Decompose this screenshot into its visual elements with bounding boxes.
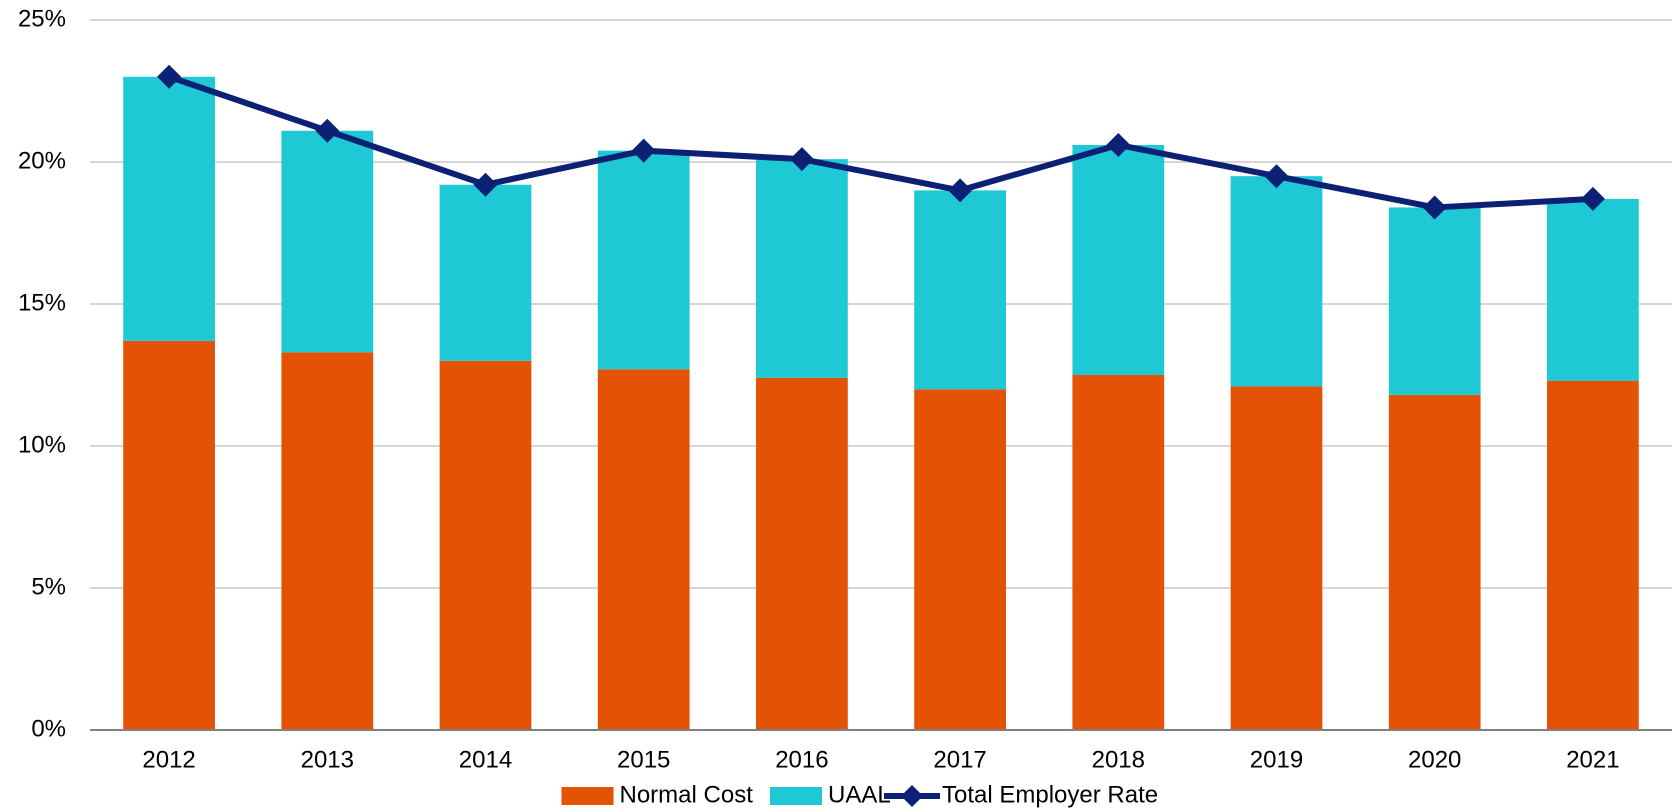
marker bbox=[789, 147, 814, 172]
line bbox=[168, 73, 1594, 211]
marker bbox=[473, 172, 498, 197]
x-tick-label: 2017 bbox=[933, 746, 986, 773]
bar bbox=[123, 340, 215, 730]
y-tick-label: 25% bbox=[18, 5, 66, 32]
legend-label: Normal Cost bbox=[620, 781, 754, 808]
bar bbox=[1388, 394, 1481, 730]
x-tick-label: 2020 bbox=[1408, 746, 1461, 773]
bar bbox=[1547, 380, 1639, 730]
bar bbox=[756, 159, 848, 378]
legend-label: UAAL bbox=[828, 781, 891, 808]
bar bbox=[914, 389, 1006, 730]
bar bbox=[756, 377, 848, 730]
marker bbox=[1264, 164, 1289, 189]
marker bbox=[157, 64, 182, 89]
marker bbox=[1422, 195, 1447, 220]
x-tick-label: 2016 bbox=[775, 746, 828, 773]
legend-label: Total Employer Rate bbox=[942, 781, 1158, 808]
x-tick-label: 2014 bbox=[459, 746, 512, 773]
x-tick-label: 2021 bbox=[1566, 746, 1619, 773]
marker bbox=[1580, 186, 1605, 211]
bar bbox=[597, 150, 690, 370]
marker bbox=[1106, 132, 1131, 157]
legend-swatch bbox=[561, 787, 614, 805]
y-tick-label: 5% bbox=[31, 573, 66, 600]
bar bbox=[1547, 198, 1639, 381]
bar bbox=[281, 352, 374, 730]
x-tick-label: 2013 bbox=[301, 746, 354, 773]
bar bbox=[1072, 375, 1165, 730]
bar bbox=[281, 130, 374, 353]
legend-swatch bbox=[770, 787, 822, 805]
y-tick-label: 10% bbox=[18, 431, 66, 458]
y-tick-label: 0% bbox=[31, 715, 66, 742]
bar bbox=[597, 369, 690, 730]
marker bbox=[315, 118, 340, 143]
bar bbox=[439, 360, 532, 730]
bar bbox=[439, 184, 532, 361]
x-tick-label: 2015 bbox=[617, 746, 670, 773]
x-tick-label: 2018 bbox=[1092, 746, 1145, 773]
y-tick-label: 15% bbox=[18, 289, 66, 316]
marker bbox=[631, 138, 656, 163]
x-tick-label: 2019 bbox=[1250, 746, 1303, 773]
bar bbox=[1072, 144, 1165, 375]
marker bbox=[948, 178, 973, 203]
x-tick-label: 2012 bbox=[142, 746, 195, 773]
legend-marker bbox=[901, 785, 923, 807]
bar bbox=[914, 190, 1006, 390]
y-tick-label: 20% bbox=[18, 147, 66, 174]
bar bbox=[1230, 176, 1323, 387]
bar bbox=[123, 76, 215, 341]
bar bbox=[1388, 207, 1481, 395]
bar bbox=[1230, 386, 1323, 730]
